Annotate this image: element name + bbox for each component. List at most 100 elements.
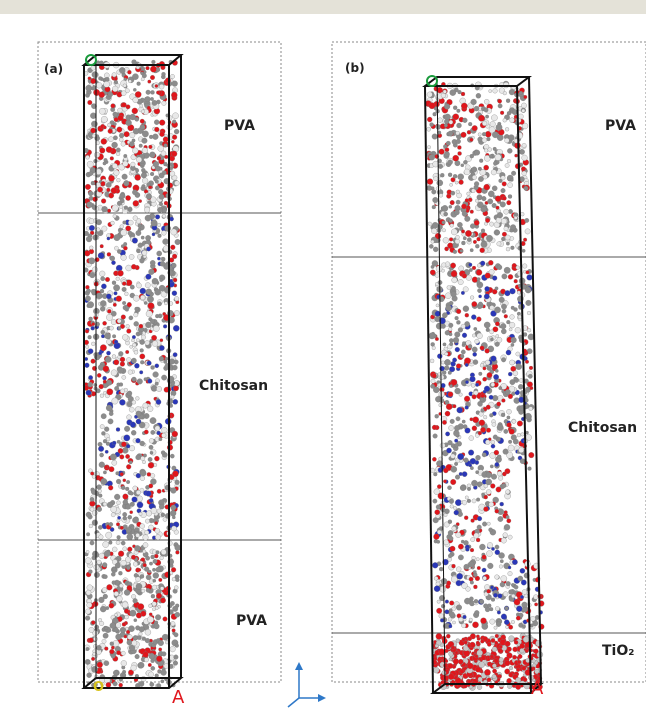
atom bbox=[102, 161, 107, 166]
atom bbox=[498, 296, 505, 303]
atom bbox=[96, 661, 103, 668]
atom bbox=[465, 586, 471, 592]
atom bbox=[132, 342, 137, 348]
atom bbox=[131, 335, 136, 340]
atom bbox=[498, 475, 504, 481]
atom bbox=[446, 633, 451, 639]
atom bbox=[464, 215, 471, 222]
atom bbox=[512, 654, 517, 660]
atom bbox=[456, 134, 462, 140]
atom bbox=[135, 410, 142, 417]
atom bbox=[119, 399, 126, 406]
atom bbox=[140, 172, 147, 179]
atom bbox=[156, 592, 162, 599]
atom bbox=[476, 524, 482, 530]
atom bbox=[150, 171, 155, 177]
atom bbox=[482, 174, 488, 180]
atom bbox=[171, 150, 178, 157]
atom bbox=[463, 540, 469, 546]
atom bbox=[508, 428, 515, 435]
atom bbox=[510, 224, 517, 231]
atom bbox=[121, 102, 127, 108]
atom bbox=[147, 79, 152, 84]
top-band bbox=[0, 0, 646, 14]
atom bbox=[508, 439, 513, 444]
atom bbox=[159, 261, 166, 267]
atom bbox=[500, 218, 507, 225]
atom bbox=[525, 270, 530, 275]
atom bbox=[428, 102, 436, 110]
atom bbox=[91, 341, 96, 346]
atom bbox=[150, 594, 156, 599]
atom bbox=[434, 509, 440, 515]
atom bbox=[475, 244, 480, 249]
atom bbox=[479, 397, 485, 402]
atom bbox=[149, 151, 156, 158]
xyz-axes-icon bbox=[287, 662, 326, 708]
atom bbox=[102, 439, 108, 444]
atom bbox=[494, 508, 500, 514]
atom bbox=[508, 666, 514, 671]
atom bbox=[461, 102, 468, 110]
atom bbox=[131, 594, 137, 600]
atom bbox=[101, 334, 105, 339]
atom bbox=[488, 501, 494, 508]
atom bbox=[140, 235, 145, 240]
atom bbox=[447, 130, 454, 137]
atom bbox=[494, 195, 502, 202]
atom bbox=[151, 584, 157, 590]
atom bbox=[151, 340, 159, 347]
atom bbox=[455, 638, 460, 643]
atom bbox=[162, 238, 169, 245]
atom bbox=[454, 461, 459, 466]
atom bbox=[431, 133, 438, 140]
atom bbox=[480, 206, 487, 213]
atom bbox=[458, 554, 464, 561]
atom bbox=[492, 131, 499, 139]
atom bbox=[141, 147, 148, 154]
atom bbox=[486, 137, 491, 142]
atom bbox=[123, 245, 128, 251]
atom bbox=[491, 674, 497, 679]
atom bbox=[146, 472, 152, 477]
atom bbox=[132, 485, 138, 491]
atom bbox=[493, 625, 498, 630]
atom bbox=[477, 166, 482, 171]
atom bbox=[489, 302, 494, 306]
atom bbox=[88, 627, 95, 633]
atom bbox=[157, 313, 163, 319]
atom bbox=[93, 571, 100, 578]
atom bbox=[534, 602, 538, 607]
atom bbox=[519, 378, 524, 383]
atom bbox=[119, 204, 124, 209]
atom bbox=[116, 318, 122, 324]
atom bbox=[442, 237, 449, 244]
atom bbox=[482, 132, 487, 137]
atom bbox=[528, 406, 533, 411]
atom bbox=[133, 294, 140, 302]
atom bbox=[106, 236, 111, 241]
atom bbox=[114, 493, 121, 500]
atom bbox=[159, 555, 164, 560]
atom bbox=[103, 470, 107, 475]
atom bbox=[152, 161, 159, 168]
atom bbox=[527, 466, 532, 471]
atom bbox=[99, 244, 104, 249]
atom bbox=[120, 650, 126, 656]
atom bbox=[512, 646, 518, 653]
atom bbox=[454, 347, 460, 353]
atom bbox=[102, 632, 109, 639]
atom bbox=[132, 215, 138, 221]
atom bbox=[443, 539, 449, 546]
atom bbox=[445, 403, 453, 410]
atom bbox=[125, 324, 130, 329]
atom bbox=[114, 339, 119, 344]
atom bbox=[154, 119, 160, 125]
atom bbox=[156, 386, 162, 392]
atom bbox=[123, 154, 128, 158]
atom bbox=[85, 345, 90, 349]
atom bbox=[444, 103, 451, 110]
atom bbox=[491, 422, 497, 427]
atom bbox=[175, 577, 180, 582]
atom bbox=[461, 332, 468, 338]
